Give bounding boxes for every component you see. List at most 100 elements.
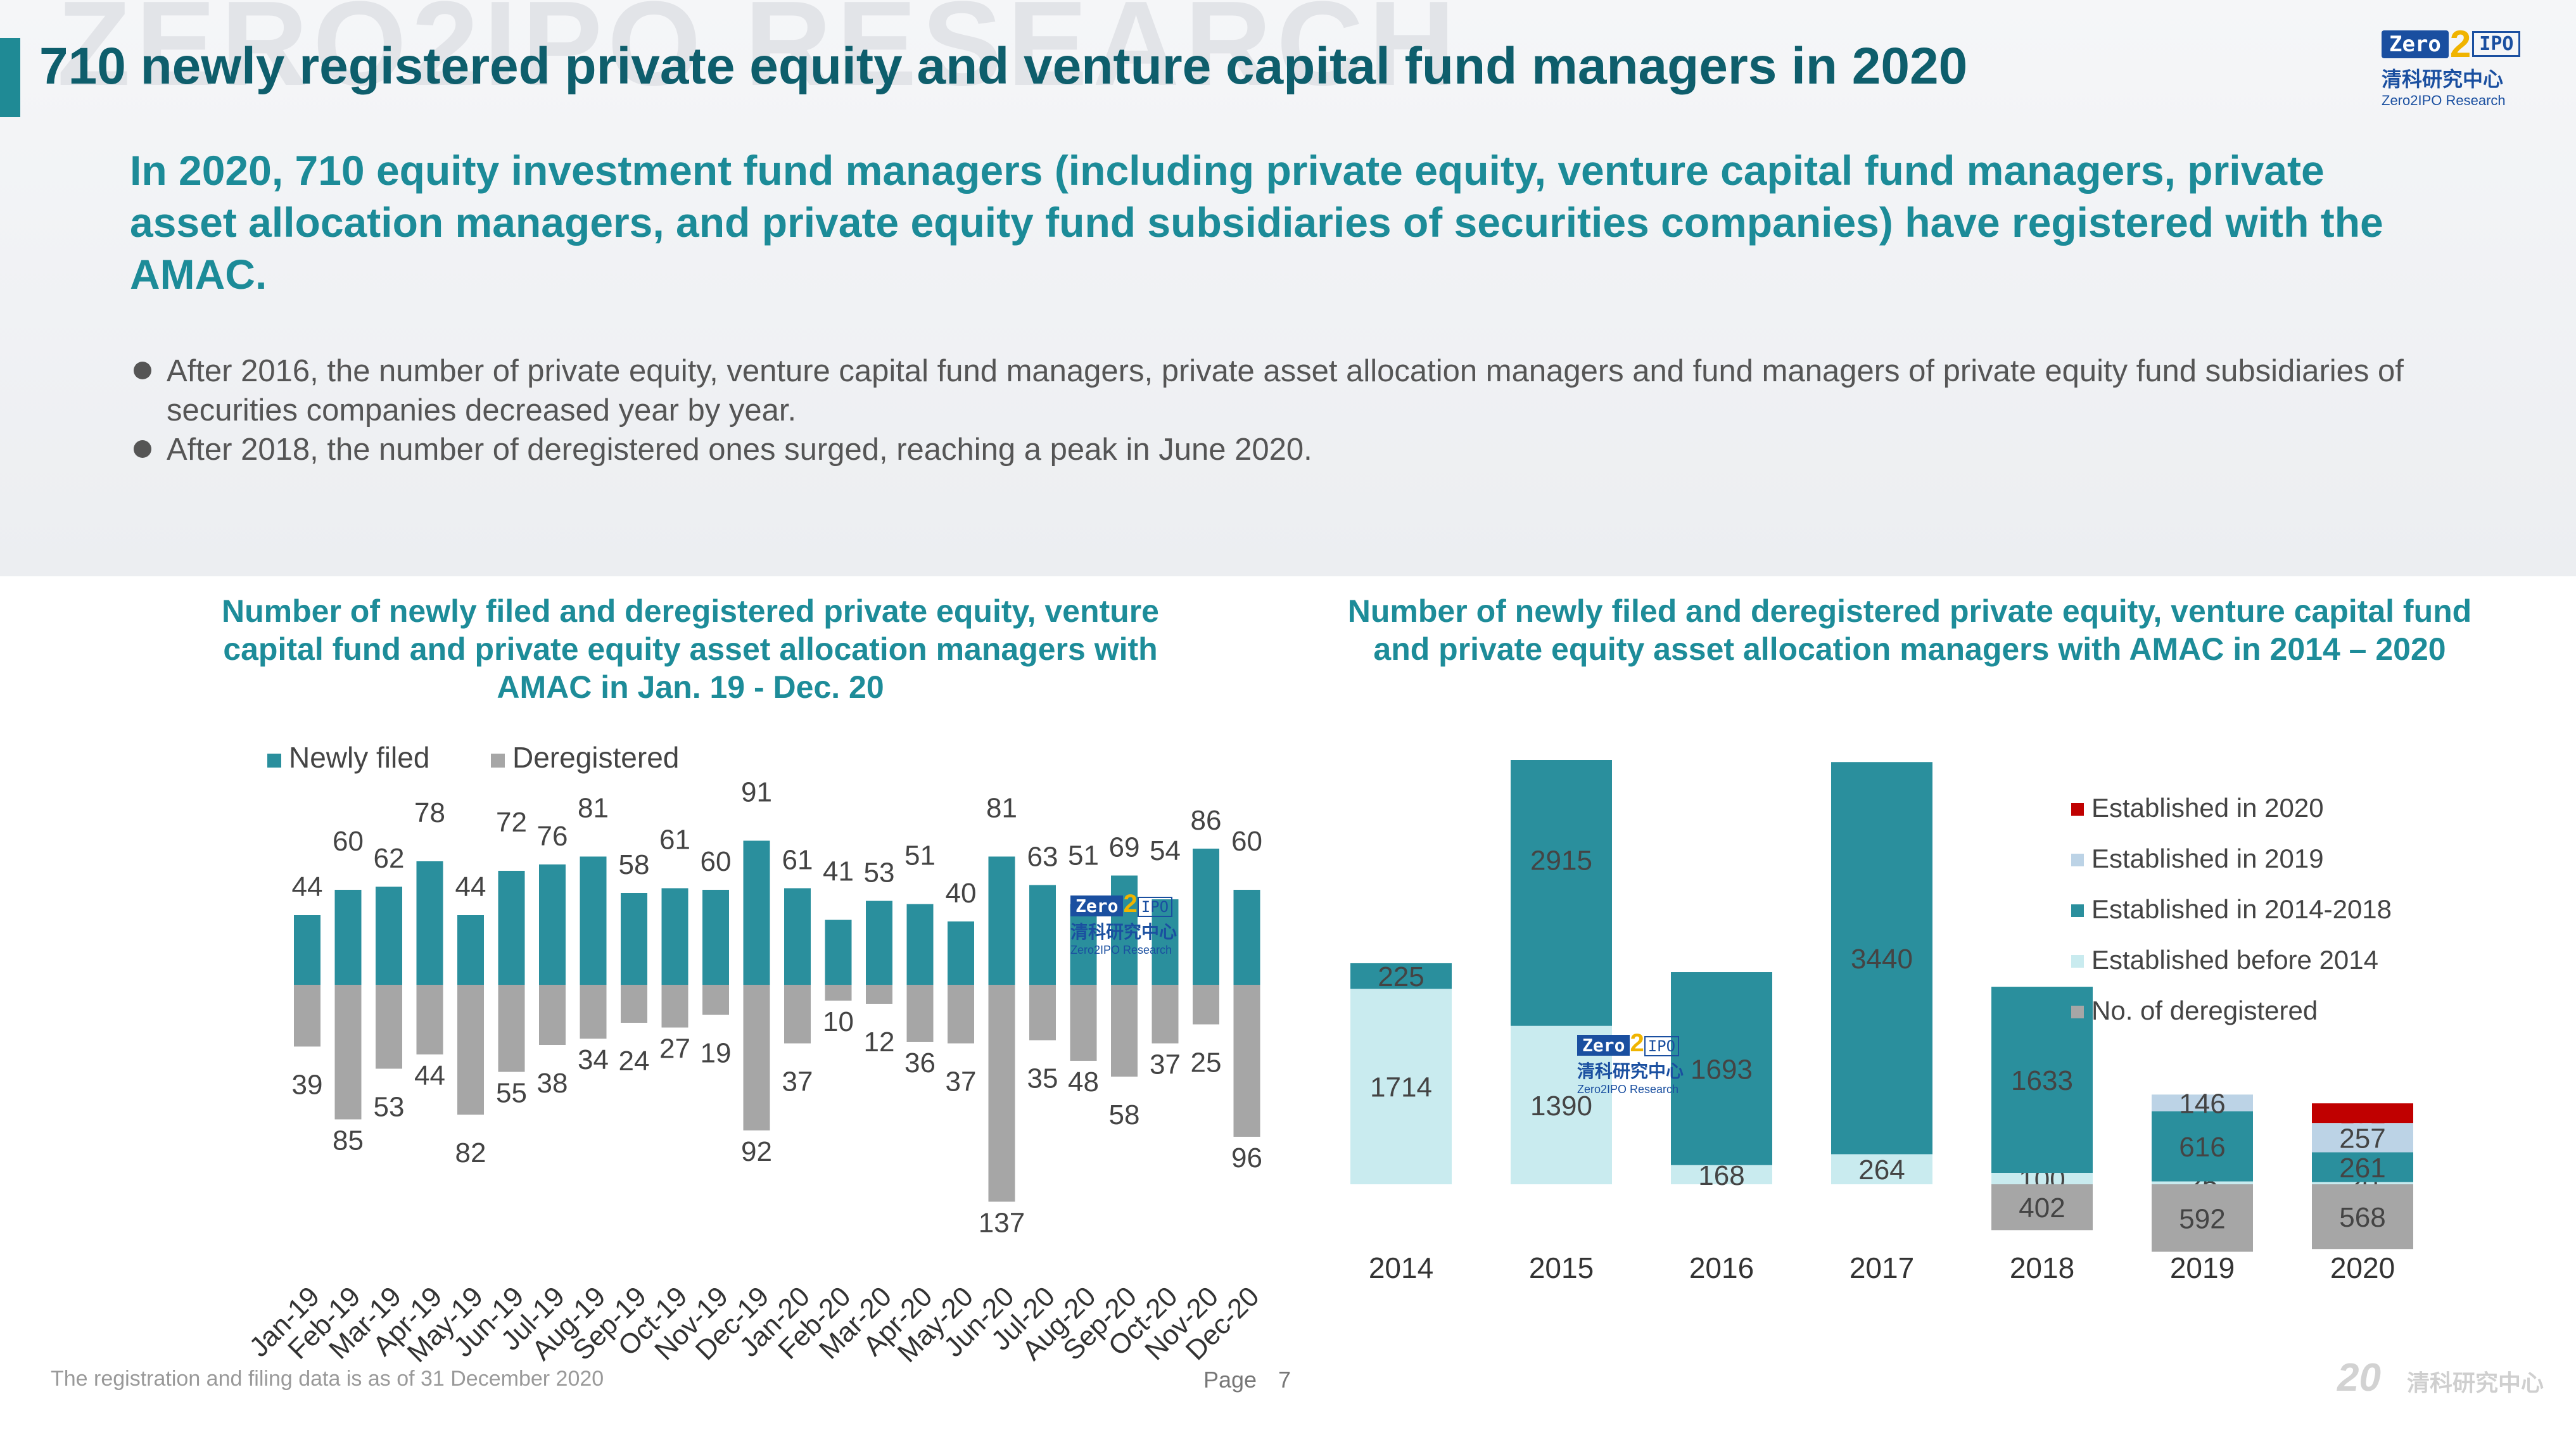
data-label-deregistered: 19 [701, 1038, 732, 1069]
segment-label: 172 [2339, 1099, 2385, 1130]
x-tick-label: 2014 [1369, 1251, 1433, 1284]
stack-segment [2152, 1111, 2253, 1182]
bar-deregistered [498, 985, 525, 1072]
legend-swatch [2071, 803, 2084, 816]
stack-segment [2312, 1123, 2413, 1153]
data-label-newly-filed: 51 [1068, 840, 1099, 871]
data-label-deregistered: 39 [292, 1070, 323, 1101]
wm-logo-ipo: IPO [1644, 1036, 1680, 1056]
legend-label: Established before 2014 [2091, 945, 2378, 975]
page-label: Page [1203, 1367, 1257, 1393]
data-label-deregistered: 92 [741, 1136, 772, 1167]
segment-label: 616 [2179, 1132, 2225, 1163]
segment-label: 261 [2339, 1153, 2385, 1184]
legend-swatch [2071, 1006, 2084, 1018]
segment-label: 146 [2179, 1088, 2225, 1119]
data-label-newly-filed: 54 [1150, 835, 1181, 866]
bar-deregistered [621, 985, 647, 1023]
legend-label: Established in 2019 [2091, 844, 2324, 873]
bar-newly-filed [866, 901, 892, 985]
bar-deregistered [1233, 985, 1260, 1137]
legend-swatch [2071, 904, 2084, 917]
bar-newly-filed [661, 888, 688, 985]
data-label-newly-filed: 78 [414, 797, 445, 828]
bar-deregistered [1111, 985, 1138, 1077]
data-label-newly-filed: 91 [741, 777, 772, 808]
bar-newly-filed [580, 856, 607, 985]
legend-label-deregistered: Deregistered [512, 741, 679, 774]
bullet-list: After 2016, the number of private equity… [130, 351, 2486, 469]
bar-deregistered [2152, 1184, 2253, 1252]
bar-deregistered [2312, 1184, 2413, 1250]
segment-label: 402 [2019, 1193, 2065, 1224]
legend-swatch [2071, 854, 2084, 866]
bar-deregistered [580, 985, 607, 1039]
data-label-deregistered: 24 [619, 1046, 650, 1077]
data-label-deregistered: 48 [1068, 1066, 1099, 1098]
stack-segment [1831, 1154, 1932, 1184]
data-label-newly-filed: 60 [701, 846, 732, 877]
bar-newly-filed [784, 888, 811, 985]
header-background: ZERO2IPO RESEARCH [0, 0, 2576, 576]
bar-newly-filed [539, 864, 566, 985]
stack-segment [2152, 1094, 2253, 1111]
wm-logo-two: 2 [1630, 1029, 1644, 1057]
data-label-newly-filed: 44 [455, 871, 486, 902]
data-label-deregistered: 25 [1191, 1047, 1222, 1079]
segment-label: 1633 [2011, 1065, 2073, 1096]
segment-label: 168 [1698, 1160, 1744, 1191]
bar-newly-filed [1029, 885, 1056, 985]
data-label-deregistered: 37 [1150, 1049, 1181, 1080]
annual-managers-stacked-chart: 1714 225 2014 1390 2915 2015 168 1693 2016 264 344… [1350, 760, 2413, 1284]
wm-logo-ipo: IPO [1137, 897, 1173, 917]
wm-logo-zero: Zero [1577, 1035, 1630, 1056]
data-label-newly-filed: 60 [1231, 826, 1262, 857]
logo-two: 2 [2449, 23, 2471, 65]
segment-label: 264 [1858, 1155, 1905, 1186]
bar-newly-filed [906, 904, 934, 985]
segment-label: 1693 [1691, 1054, 1753, 1085]
wm-logo-en: Zero2IPO Research [1577, 1083, 1679, 1096]
stack-segment [1991, 1173, 2093, 1184]
wm-logo-zero: Zero [1070, 895, 1124, 916]
chart-watermark-logo: Zero 2 IPO 清科研究中心 Zero2IPO Research [1577, 1029, 1697, 1096]
data-label-deregistered: 10 [823, 1006, 854, 1037]
legend-swatch [2071, 955, 2084, 968]
stack-segment [1350, 989, 1452, 1184]
bar-newly-filed [825, 920, 852, 985]
bar-newly-filed [948, 921, 974, 985]
data-label-deregistered: 35 [1027, 1063, 1058, 1094]
bar-deregistered [743, 985, 770, 1130]
bar-deregistered [1193, 985, 1219, 1025]
data-label-deregistered: 34 [578, 1044, 609, 1075]
bar-newly-filed [1070, 904, 1097, 985]
stack-segment [1831, 762, 1932, 1155]
segment-label: 2915 [1530, 845, 1592, 876]
wm-logo-two: 2 [1123, 890, 1138, 918]
bar-deregistered [702, 985, 729, 1015]
stack-segment [2152, 1181, 2253, 1184]
stack-segment [1671, 1165, 1772, 1184]
x-tick-label: 2019 [2170, 1251, 2235, 1284]
legend-label: Established in 2020 [2091, 793, 2324, 823]
data-label-newly-filed: 61 [659, 825, 690, 856]
data-label-deregistered: 44 [414, 1060, 445, 1091]
data-label-newly-filed: 51 [904, 840, 936, 871]
data-label-newly-filed: 62 [374, 843, 405, 874]
wm-logo-cn: 清科研究中心 [1070, 921, 1177, 942]
bar-deregistered [1991, 1184, 2093, 1231]
bar-newly-filed [416, 861, 443, 985]
bar-newly-filed [294, 915, 320, 985]
data-label-newly-filed: 53 [864, 857, 895, 889]
data-label-deregistered: 82 [455, 1137, 486, 1168]
bar-deregistered [1029, 985, 1056, 1041]
watermark-text: ZERO2IPO RESEARCH [57, 0, 1461, 111]
bullet-item: After 2016, the number of private equity… [130, 351, 2486, 430]
data-label-deregistered: 37 [946, 1066, 977, 1098]
bar-deregistered [661, 985, 688, 1028]
bar-newly-filed [1233, 890, 1260, 985]
x-tick-label: 2018 [2010, 1251, 2074, 1284]
right-chart-title: Number of newly filed and deregistered p… [1347, 593, 2472, 667]
segment-label: 1714 [1370, 1072, 1432, 1103]
data-label-newly-filed: 69 [1109, 832, 1140, 863]
